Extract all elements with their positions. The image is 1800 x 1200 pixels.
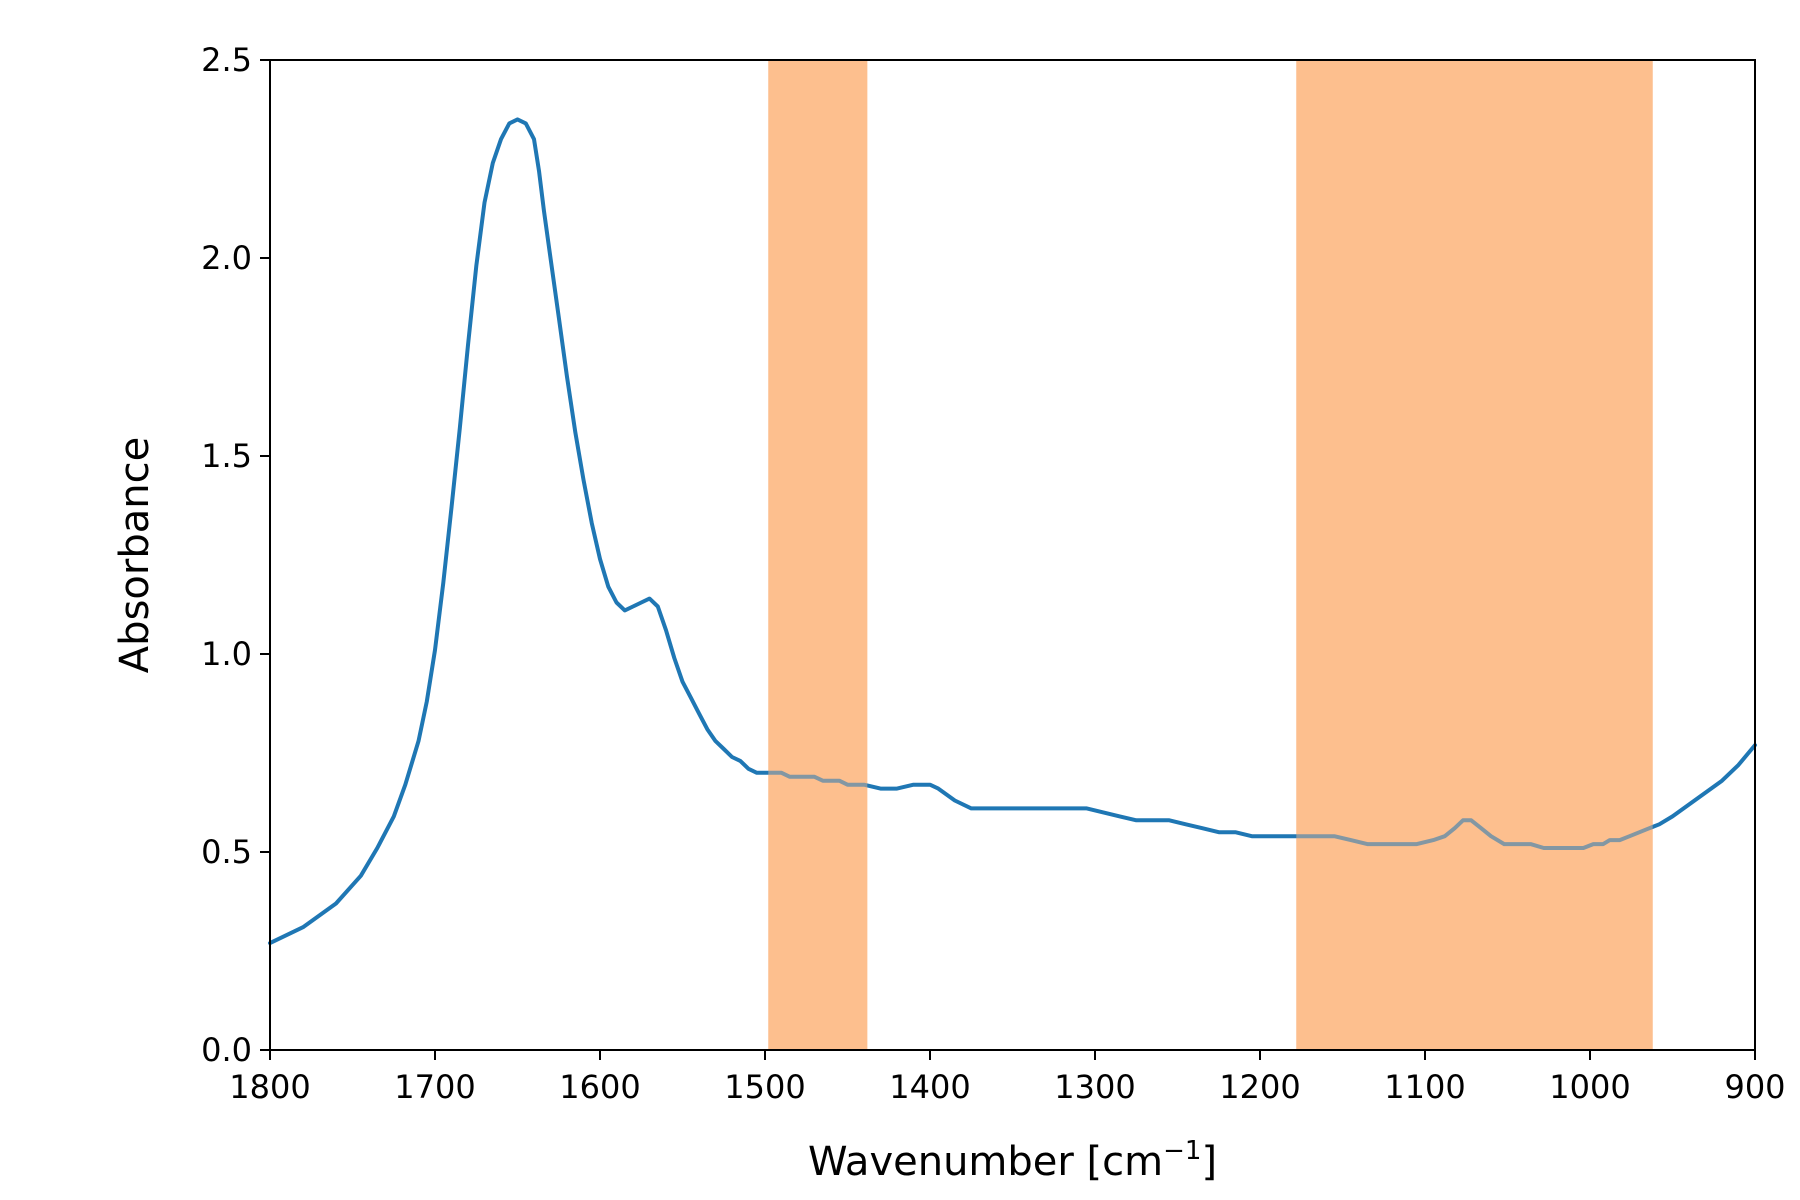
x-tick-label: 1100: [1384, 1068, 1465, 1106]
x-axis-title-main: Wavenumber [cm: [808, 1139, 1163, 1185]
x-tick-label: 1600: [559, 1068, 640, 1106]
series-lines: [268, 60, 1757, 1050]
x-tick-label: 1800: [229, 1068, 310, 1106]
y-axis-ticks: 0.0 0.5 1.0 1.5 2.0 2.5: [201, 41, 270, 1069]
y-tick-label: 0.5: [201, 833, 252, 871]
y-tick-label: 2.5: [201, 41, 252, 79]
highlight-regions: [768, 60, 1653, 1050]
x-tick-label: 900: [1724, 1068, 1785, 1106]
highlight-region-overlay-2: [1296, 60, 1653, 1050]
y-tick-label: 2.0: [201, 239, 252, 277]
y-tick-label: 1.0: [201, 635, 252, 673]
x-axis-title-superscript: −1: [1163, 1136, 1201, 1166]
y-tick-label: 1.5: [201, 437, 252, 475]
x-axis-title: Wavenumber [cm−1]: [808, 1136, 1217, 1185]
highlight-region-2: [1296, 60, 1653, 1050]
x-tick-label: 1500: [724, 1068, 805, 1106]
x-tick-label: 1300: [1054, 1068, 1135, 1106]
y-tick-label: 0.0: [201, 1031, 252, 1069]
plot-frame: [269, 59, 1756, 1051]
series-line-1: [268, 117, 1757, 946]
x-tick-label: 1000: [1549, 1068, 1630, 1106]
highlight-region-1: [768, 60, 868, 1050]
x-axis-ticks: 1800 1700 1600 1500 1400 1300 1200 1100 1000 900: [229, 1050, 1786, 1106]
x-tick-label: 1400: [889, 1068, 970, 1106]
x-axis-title-suffix: ]: [1201, 1139, 1217, 1185]
x-tick-label: 1200: [1219, 1068, 1300, 1106]
highlight-region-overlay-1: [768, 60, 868, 1050]
x-tick-label: 1700: [394, 1068, 475, 1106]
y-axis-title: Absorbance: [112, 437, 158, 673]
